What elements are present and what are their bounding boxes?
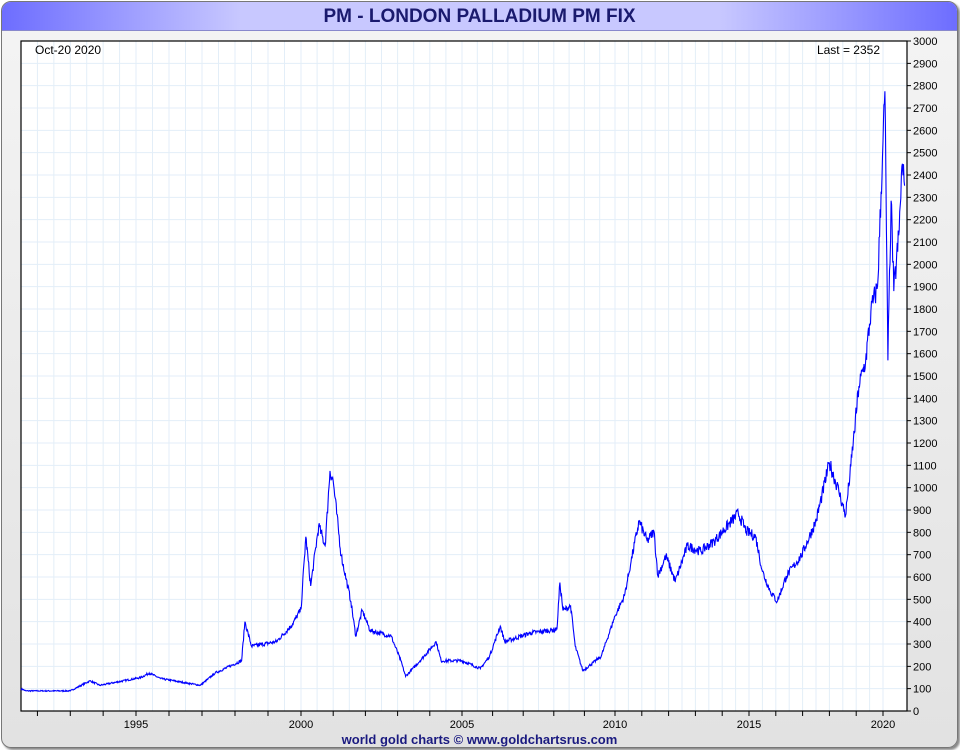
x-tick-label: 2020 xyxy=(871,719,895,731)
y-tick-label: 1700 xyxy=(913,326,937,338)
x-tick-label: 2005 xyxy=(450,719,474,731)
y-tick-label: 3000 xyxy=(913,36,937,48)
y-tick-label: 300 xyxy=(913,639,931,651)
y-tick-label: 2900 xyxy=(913,58,937,70)
y-tick-label: 1000 xyxy=(913,483,937,495)
y-tick-label: 2000 xyxy=(913,259,937,271)
y-tick-label: 2700 xyxy=(913,103,937,115)
y-tick-label: 2200 xyxy=(913,215,937,227)
y-tick-label: 1500 xyxy=(913,371,937,383)
y-tick-label: 100 xyxy=(913,684,931,696)
chart-title: PM - LONDON PALLADIUM PM FIX xyxy=(323,6,636,27)
y-tick-label: 1300 xyxy=(913,416,937,428)
y-tick-label: 2800 xyxy=(913,81,937,93)
last-value-label: Last = 2352 xyxy=(817,43,880,57)
y-tick-label: 400 xyxy=(913,617,931,629)
y-tick-label: 2300 xyxy=(913,192,937,204)
y-tick-label: 200 xyxy=(913,661,931,673)
series-line-palladium xyxy=(20,91,906,693)
x-tick-label: 1995 xyxy=(124,719,148,731)
x-tick-label: 2010 xyxy=(603,719,627,731)
y-tick-label: 1400 xyxy=(913,393,937,405)
y-tick-label: 900 xyxy=(913,505,931,517)
x-tick-label: 2015 xyxy=(737,719,761,731)
title-bar: PM - LONDON PALLADIUM PM FIX xyxy=(2,2,957,31)
y-tick-label: 1900 xyxy=(913,282,937,294)
y-tick-label: 2400 xyxy=(913,170,937,182)
y-tick-label: 2600 xyxy=(913,125,937,137)
y-tick-label: 0 xyxy=(913,706,919,718)
date-label: Oct-20 2020 xyxy=(35,43,101,57)
y-tick-label: 1600 xyxy=(913,349,937,361)
y-tick-label: 1800 xyxy=(913,304,937,316)
y-tick-label: 2500 xyxy=(913,148,937,160)
y-tick-label: 1100 xyxy=(913,460,937,472)
y-tick-label: 700 xyxy=(913,550,931,562)
y-tick-label: 800 xyxy=(913,527,931,539)
footer-credit: world gold charts © www.goldchartsrus.co… xyxy=(341,732,618,747)
y-tick-label: 1200 xyxy=(913,438,937,450)
y-tick-label: 500 xyxy=(913,594,931,606)
y-tick-label: 2100 xyxy=(913,237,937,249)
y-tick-label: 600 xyxy=(913,572,931,584)
x-tick-label: 2000 xyxy=(289,719,313,731)
